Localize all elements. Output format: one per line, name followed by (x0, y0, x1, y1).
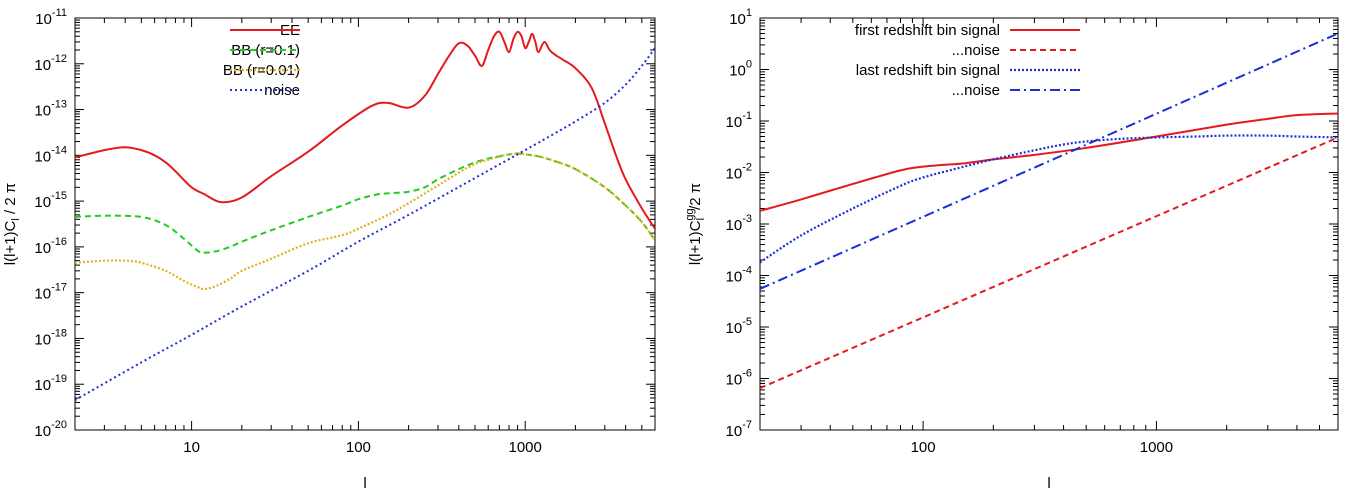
legend-label: noise (264, 82, 300, 99)
x-tick-label: 100 (346, 439, 371, 456)
y-tick-label: 10-5 (726, 316, 752, 337)
series-line-3 (75, 152, 655, 291)
y-tick-label: 10-15 (34, 190, 67, 211)
y-tick-label: 10-16 (34, 236, 67, 257)
y-tick-label: 10-17 (34, 282, 67, 303)
y-tick-label: 10-7 (726, 419, 752, 440)
y-axis-label: l(l+1)Cggl/2 π (684, 183, 707, 265)
y-tick-label: 10-4 (726, 265, 752, 286)
series-line-4 (760, 32, 1338, 290)
series-line-2 (75, 152, 655, 254)
chart-1: 10 100 1000 10-20 10-19 10-18 10-17 10-16 10-15 1… (2, 7, 656, 492)
legend-label: BB (r=0.01) (223, 62, 300, 79)
series-line-1 (75, 30, 655, 230)
chart-2: 100 1000 10-7 10-6 10-5 10-4 10-3 10-2 10-1 100 10… (684, 7, 1339, 492)
y-tick-label: 10-12 (34, 53, 67, 74)
y-tick-label: 101 (729, 7, 752, 28)
y-tick-label: 10-18 (34, 327, 67, 348)
x-tick-label: 1000 (509, 439, 542, 456)
y-tick-label: 10-1 (726, 110, 752, 131)
plot-frame (74, 17, 656, 431)
series-line-3 (760, 134, 1338, 264)
y-tick-label: 10-3 (726, 213, 752, 234)
legend-label: first redshift bin signal (855, 22, 1000, 39)
y-tick-label: 10-11 (35, 7, 67, 28)
y-tick-label: 10-6 (726, 368, 752, 389)
y-tick-label: 10-19 (34, 373, 67, 394)
x-tick-label: 10 (183, 439, 200, 456)
series-line-2 (760, 136, 1338, 390)
y-tick-label: 10-20 (34, 419, 67, 440)
legend-label: ...noise (952, 82, 1000, 99)
y-axis-label: l(l+1)Cl / 2 π (2, 183, 22, 265)
x-axis-label: l (363, 475, 366, 492)
y-tick-label: 10-14 (34, 144, 67, 165)
series-line-4 (75, 47, 655, 401)
legend-label: last redshift bin signal (856, 62, 1000, 79)
x-axis-label: l (1047, 475, 1050, 492)
y-tick-label: 10-13 (34, 99, 67, 120)
y-tick-label: 100 (729, 59, 752, 80)
x-tick-label: 100 (911, 439, 936, 456)
plot-frame (759, 17, 1339, 431)
y-tick-label: 10-2 (726, 162, 752, 183)
legend-label: ...noise (952, 42, 1000, 59)
x-tick-label: 1000 (1140, 439, 1173, 456)
